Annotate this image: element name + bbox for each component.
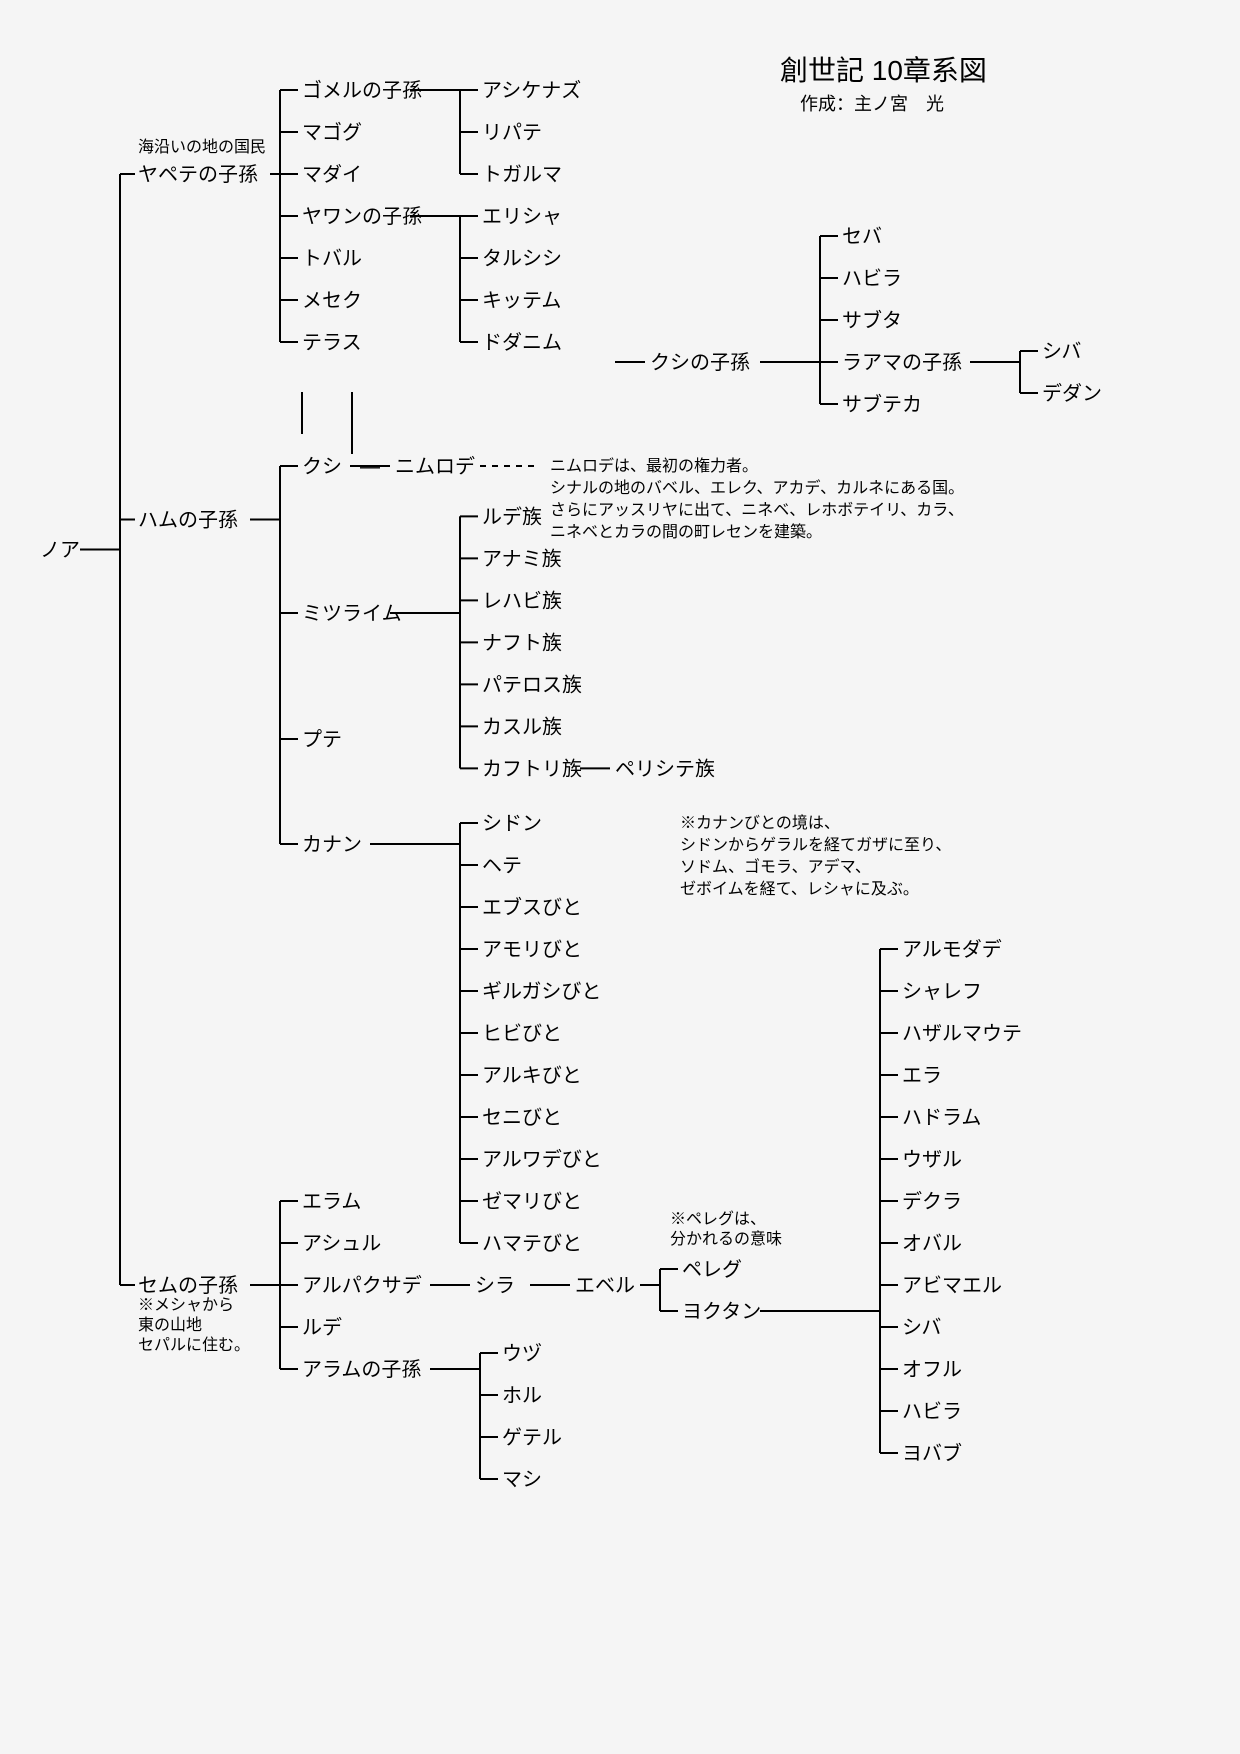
eber: エベル bbox=[575, 1275, 635, 1297]
ham-child: プテ bbox=[302, 729, 342, 751]
raamah-child: シバ bbox=[1042, 341, 1081, 363]
japheth-child: メセク bbox=[302, 289, 362, 312]
gomer-child: トガルマ bbox=[482, 163, 562, 186]
canaan-child: シドン bbox=[482, 813, 542, 835]
gomer-child: アシケナズ bbox=[482, 79, 581, 102]
aram-child: マシ bbox=[502, 1469, 542, 1491]
cush-child: セバ bbox=[842, 226, 882, 248]
joktan-child: デクラ bbox=[902, 1190, 962, 1213]
javan-child: タルシシ bbox=[482, 247, 562, 270]
nimrod: ニムロデ bbox=[395, 455, 475, 478]
shem-child: アシュル bbox=[302, 1233, 381, 1255]
javan-child: ドダニム bbox=[482, 331, 562, 354]
aram-child: ゲテル bbox=[502, 1426, 562, 1449]
cush-child: サブテカ bbox=[842, 392, 922, 416]
nimrod-note: さらにアッスリヤに出て、ニネベ、レホボテイリ、カラ、 bbox=[550, 501, 964, 519]
gomer-child: リパテ bbox=[482, 122, 542, 144]
cush-child: ハビラ bbox=[842, 267, 902, 290]
nimrod-note: シナルの地のバベル、エレク、アカデ、カルネにある国。 bbox=[550, 478, 964, 497]
joktan-child: オフル bbox=[902, 1359, 962, 1381]
shem-note: セパルに住む。 bbox=[138, 1336, 250, 1354]
shem-child: エラム bbox=[302, 1191, 361, 1213]
canaan-note: ※カナンびとの境は、 bbox=[680, 813, 840, 832]
eber-child: ペレグ bbox=[682, 1258, 742, 1281]
canaan-child: ゼマリびと bbox=[482, 1190, 582, 1213]
canaan-note: ゼボイムを経て、レシャに及ぶ。 bbox=[680, 880, 919, 898]
shem-note: 東の山地 bbox=[138, 1316, 202, 1334]
japheth-child: マゴグ bbox=[302, 121, 362, 144]
canaan-note: ソドム、ゴモラ、アデマ、 bbox=[680, 857, 871, 876]
shem-note: ※メシャから bbox=[138, 1297, 234, 1314]
shem-child: ルデ bbox=[302, 1316, 342, 1339]
shelah: シラ bbox=[475, 1275, 515, 1297]
javan-child: キッテム bbox=[482, 290, 561, 312]
diagram-title: 創世記 10章系図 bbox=[780, 55, 987, 86]
noah: ノア bbox=[40, 540, 80, 562]
joktan-child: シャレフ bbox=[902, 981, 982, 1003]
joktan-child: オバル bbox=[902, 1233, 962, 1255]
canaan-note: シドンからゲラルを経てガザに至り、 bbox=[680, 836, 951, 854]
mizraim-child: ナフト族 bbox=[482, 631, 562, 654]
peleg-note: 分かれるの意味 bbox=[670, 1229, 782, 1248]
philistine: ペリシテ族 bbox=[615, 757, 715, 780]
joktan-child: ヨバブ bbox=[902, 1441, 962, 1465]
japheth-child: テラス bbox=[302, 332, 362, 354]
eber-child: ヨクタン bbox=[682, 1300, 761, 1323]
mizraim-child: カフトリ族 bbox=[482, 757, 582, 780]
canaan-child: ハマテびと bbox=[482, 1232, 582, 1255]
canaan-child: ヘテ bbox=[482, 855, 522, 877]
raamah-child: デダン bbox=[1042, 382, 1102, 405]
japheth-child: ヤワンの子孫 bbox=[302, 205, 422, 228]
shem-label: セムの子孫 bbox=[138, 1274, 238, 1297]
japheth-child: トバル bbox=[302, 248, 362, 270]
joktan-child: アルモダデ bbox=[902, 938, 1002, 961]
ham-child: クシ bbox=[302, 455, 342, 478]
joktan-child: エラ bbox=[902, 1065, 942, 1087]
aram-child: ホル bbox=[502, 1385, 542, 1407]
mizraim-child: ルデ族 bbox=[482, 505, 542, 528]
nimrod-note: ニネベとカラの間の町レセンを建築。 bbox=[550, 523, 822, 541]
ham-child: ミツライム bbox=[302, 603, 402, 625]
aram-child: ウヅ bbox=[502, 1342, 542, 1365]
mizraim-child: カスル族 bbox=[482, 715, 562, 738]
canaan-child: アルキびと bbox=[482, 1064, 582, 1087]
joktan-child: ハビラ bbox=[902, 1400, 962, 1423]
japheth-note: 海沿いの地の国民 bbox=[138, 138, 266, 156]
mizraim-child: アナミ族 bbox=[482, 547, 562, 570]
cush-branch-label: クシの子孫 bbox=[650, 351, 750, 374]
shem-child: アルパクサデ bbox=[302, 1274, 422, 1297]
shem-child: アラムの子孫 bbox=[302, 1358, 421, 1381]
canaan-child: ギルガシびと bbox=[482, 980, 601, 1003]
ham-child: カナン bbox=[302, 834, 362, 856]
javan-child: エリシャ bbox=[482, 206, 562, 228]
mizraim-child: レハビ族 bbox=[482, 589, 562, 612]
japheth-label: ヤペテの子孫 bbox=[138, 163, 258, 186]
canaan-child: エブスびと bbox=[482, 895, 582, 919]
canaan-child: セニびと bbox=[482, 1106, 562, 1129]
joktan-child: ハザルマウテ bbox=[902, 1023, 1022, 1045]
peleg-note: ※ペレグは、 bbox=[670, 1210, 766, 1228]
canaan-child: アルワデびと bbox=[482, 1148, 602, 1171]
mizraim-child: パテロス族 bbox=[482, 673, 582, 696]
cush-child: サブタ bbox=[842, 308, 902, 332]
joktan-child: アビマエル bbox=[902, 1274, 1002, 1297]
diagram-author: 作成：主ノ宮 光 bbox=[800, 94, 944, 114]
nimrod-note: ニムロデは、最初の権力者。 bbox=[550, 456, 758, 475]
canaan-child: ヒビびと bbox=[482, 1022, 562, 1045]
joktan-child: ハドラム bbox=[902, 1107, 981, 1129]
japheth-child: マダイ bbox=[302, 163, 362, 186]
canaan-child: アモリびと bbox=[482, 938, 582, 961]
genealogy-tree: 創世記 10章系図作成：主ノ宮 光ヤペテの子孫 海沿いの地の国民 ゴメルの子孫マゴグ… bbox=[0, 0, 1240, 1754]
joktan-child: ウザル bbox=[902, 1149, 962, 1171]
ham-label: ハムの子孫 bbox=[138, 509, 238, 532]
joktan-child: シバ bbox=[902, 1317, 941, 1339]
cush-child: ラアマの子孫 bbox=[842, 351, 962, 374]
japheth-child: ゴメルの子孫 bbox=[302, 79, 422, 102]
